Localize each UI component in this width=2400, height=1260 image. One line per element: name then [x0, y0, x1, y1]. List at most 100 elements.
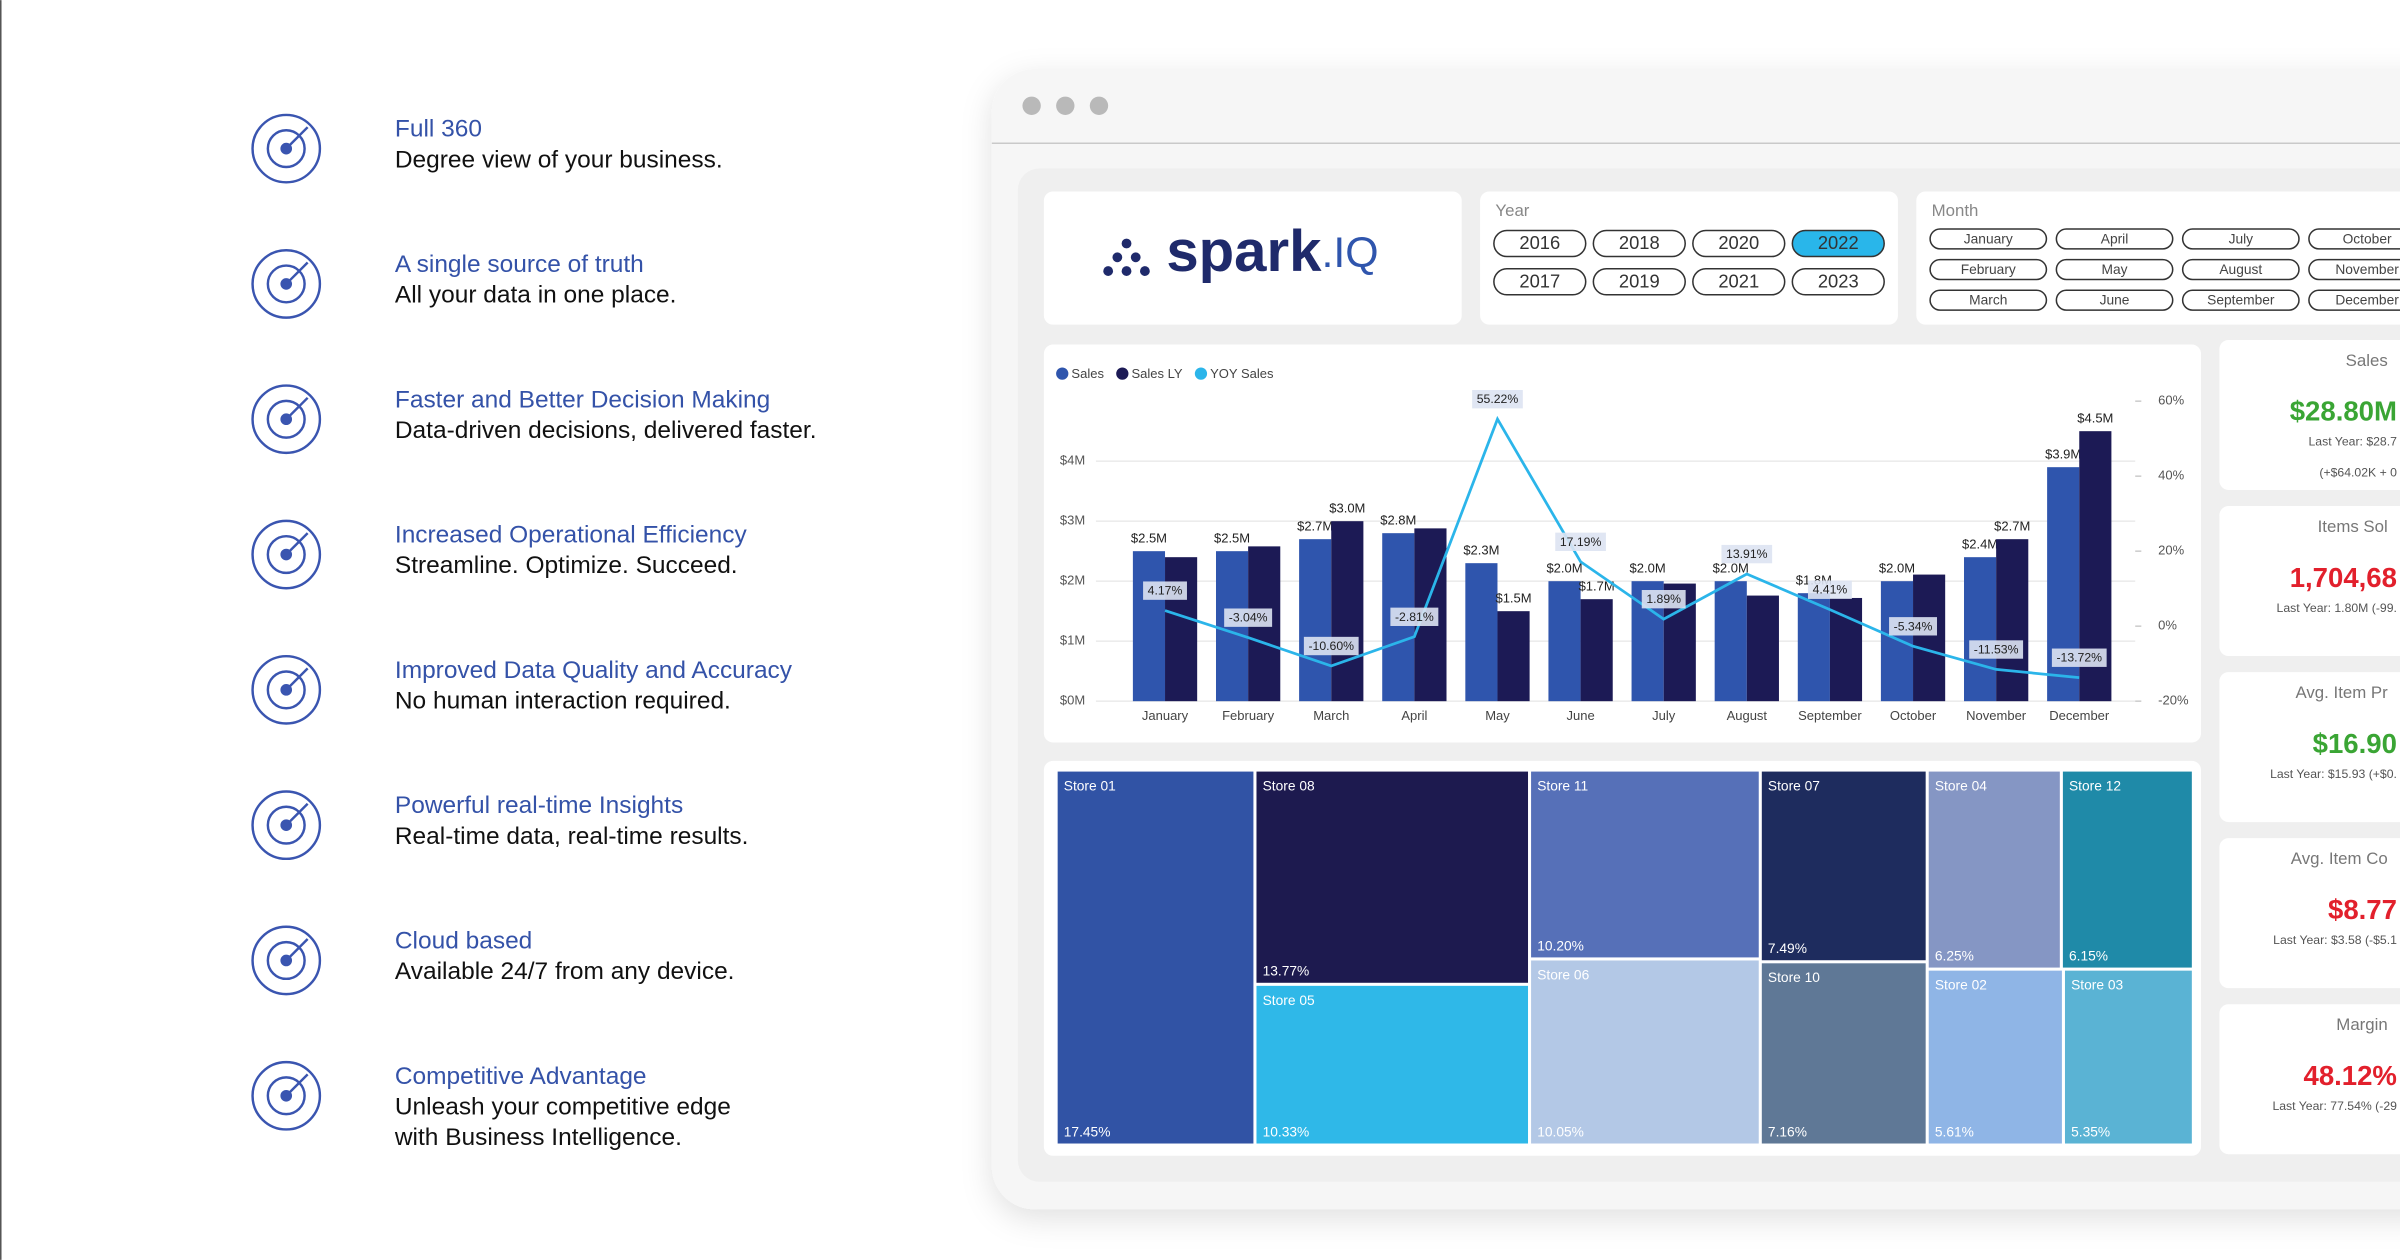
data-label: -11.53% [1974, 643, 2019, 657]
x-tick-label: November [1966, 708, 2027, 723]
feature-title: Cloud based [395, 928, 532, 955]
data-label: $2.5M [1131, 530, 1167, 545]
data-label: $2.7M [1994, 518, 2030, 533]
month-button-label[interactable]: October [2343, 231, 2392, 246]
year-button[interactable] [1592, 268, 1686, 296]
year-button[interactable] [1791, 268, 1885, 296]
data-label-box [1555, 532, 1606, 551]
treemap-tile [1761, 963, 1926, 1144]
month-button[interactable] [2055, 258, 2174, 281]
kpi-title: Items Sol [2318, 517, 2388, 536]
x-tick-label: October [1890, 708, 1937, 723]
feature-icon [251, 1060, 322, 1131]
feature-title: A single source of truth [395, 251, 644, 278]
year-button-label[interactable]: 2016 [1519, 232, 1560, 253]
data-label: $2.3M [1463, 542, 1499, 557]
month-button-label[interactable]: November [2335, 262, 2399, 277]
data-label: $2.4M [1962, 536, 1998, 551]
bar [1497, 611, 1530, 702]
x-tick-label: March [1313, 708, 1349, 723]
month-button-label[interactable]: March [1969, 293, 2007, 308]
slicer-label: Year [1495, 201, 1529, 220]
bar [1165, 557, 1198, 702]
feature-description: No human interaction required. [395, 688, 731, 715]
year-button[interactable] [1493, 268, 1587, 296]
year-button-label[interactable]: 2020 [1718, 232, 1759, 253]
window-dot [1022, 96, 1041, 115]
month-button-label[interactable]: July [2229, 231, 2254, 246]
bar [1331, 521, 1364, 702]
feature-title: Improved Data Quality and Accuracy [395, 657, 793, 684]
kpi-value: 1,704,68 [2290, 562, 2397, 593]
icon-ring [251, 654, 322, 725]
y-tick-label: $3M [1060, 513, 1085, 528]
tile-value: 6.25% [1935, 949, 1974, 964]
kpi-comparison: Last Year: 77.54% (-29 [2272, 1099, 2397, 1113]
icon-dot [280, 278, 293, 290]
year-button[interactable] [1791, 229, 1885, 258]
month-button[interactable] [2308, 228, 2400, 250]
tile-label: Store 11 [1537, 779, 1588, 794]
kpi-comparison: Last Year: 1.80M (-99. [2277, 601, 2397, 615]
month-button-label[interactable]: December [2335, 293, 2399, 308]
month-button-label[interactable]: September [2207, 293, 2275, 308]
year-button-label[interactable]: 2018 [1619, 232, 1660, 253]
month-button-label[interactable]: August [2219, 262, 2262, 277]
month-button[interactable] [2055, 289, 2174, 311]
x-tick-label: May [1485, 708, 1510, 723]
year-button[interactable] [1692, 229, 1786, 258]
data-label-box [1969, 640, 2024, 659]
month-button-label[interactable]: May [2102, 262, 2128, 277]
year-button-label[interactable]: 2019 [1619, 270, 1660, 291]
year-button-label[interactable]: 2022 [1818, 232, 1859, 253]
kpi-value: $8.77 [2328, 894, 2397, 925]
kpi-title: Avg. Item Co [2291, 849, 2388, 868]
feature-icon [251, 790, 322, 861]
icon-dot [280, 548, 293, 561]
year-button-label[interactable]: 2021 [1718, 270, 1759, 291]
data-label: 55.22% [1477, 392, 1519, 406]
icon-ring [251, 519, 322, 590]
data-label: -10.60% [1308, 639, 1354, 653]
month-button[interactable] [2055, 228, 2174, 250]
treemap-tile [1928, 970, 2062, 1144]
window-dot [1056, 96, 1075, 115]
feature-icon [251, 925, 322, 996]
month-button[interactable] [2308, 289, 2400, 311]
year-button-label[interactable]: 2023 [1818, 270, 1859, 291]
data-label: 1.89% [1646, 592, 1681, 606]
x-tick-label: February [1222, 708, 1275, 723]
tile-value: 5.35% [2071, 1124, 2110, 1139]
month-button-label[interactable]: January [1964, 231, 2013, 246]
month-button[interactable] [1929, 228, 2048, 250]
feature-description: All your data in one place. [395, 282, 677, 309]
month-button[interactable] [2181, 289, 2300, 311]
year-button[interactable] [1692, 268, 1786, 296]
feature-icon [251, 384, 322, 455]
legend-swatch [1056, 367, 1069, 380]
year-button-label[interactable]: 2017 [1519, 270, 1560, 291]
year-button[interactable] [1592, 229, 1686, 258]
kpi-value: $16.90 [2313, 728, 2397, 759]
month-button[interactable] [2181, 228, 2300, 250]
data-label: 4.17% [1148, 584, 1183, 598]
month-button-label[interactable]: February [1961, 262, 2016, 277]
feature-title: Faster and Better Decision Making [395, 386, 770, 413]
line [1164, 415, 2080, 679]
month-button[interactable] [1929, 289, 2048, 311]
data-label-box [1224, 608, 1273, 627]
month-button[interactable] [2181, 258, 2300, 281]
month-button[interactable] [2308, 258, 2400, 281]
year-button[interactable] [1493, 229, 1587, 258]
bar [1465, 563, 1498, 702]
data-label: $1.5M [1495, 590, 1531, 605]
month-button[interactable] [1929, 258, 2048, 281]
month-button-label[interactable]: June [2100, 293, 2130, 308]
data-label-box [2051, 648, 2107, 667]
feature-description: Available 24/7 from any device. [395, 958, 735, 985]
logo: spark.IQ [1166, 219, 1378, 284]
month-button-label[interactable]: April [2101, 231, 2129, 246]
icon-ring [266, 534, 306, 575]
